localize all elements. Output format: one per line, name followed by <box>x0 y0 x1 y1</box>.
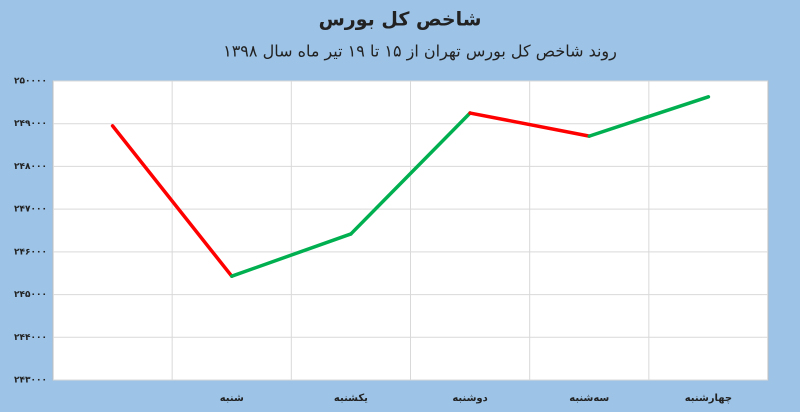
y-tick-label: ۲۴۹۰۰۰ <box>14 119 47 129</box>
line-segment <box>349 111 472 236</box>
x-tick-label: چهارشنبه <box>685 393 732 404</box>
chart-title: شاخص کل بورس <box>319 9 482 31</box>
y-tick-label: ۲۴۷۰۰۰ <box>14 205 47 215</box>
x-tick-label: یکشنبه <box>334 393 368 404</box>
line-segment <box>587 95 711 138</box>
chart-subtitle: روند شاخص کل بورس تهران از ۱۵ تا ۱۹ تیر … <box>223 42 617 62</box>
y-tick-label: ۲۴۳۰۰۰ <box>14 376 47 386</box>
line-segment <box>230 232 353 278</box>
x-tick-label: دوشنبه <box>452 393 487 404</box>
y-tick-label: ۲۴۶۰۰۰ <box>14 247 47 257</box>
y-tick-label: ۲۴۴۰۰۰ <box>14 333 47 343</box>
line-segment <box>110 124 234 278</box>
x-tick-label: سه‌شنبه <box>569 393 609 404</box>
y-tick-label: ۲۴۵۰۰۰ <box>14 290 47 300</box>
line-segment <box>468 111 591 138</box>
y-tick-label: ۲۵۰۰۰۰ <box>14 77 47 87</box>
y-tick-label: ۲۴۸۰۰۰ <box>14 162 47 172</box>
x-tick-label: شنبه <box>220 393 244 404</box>
